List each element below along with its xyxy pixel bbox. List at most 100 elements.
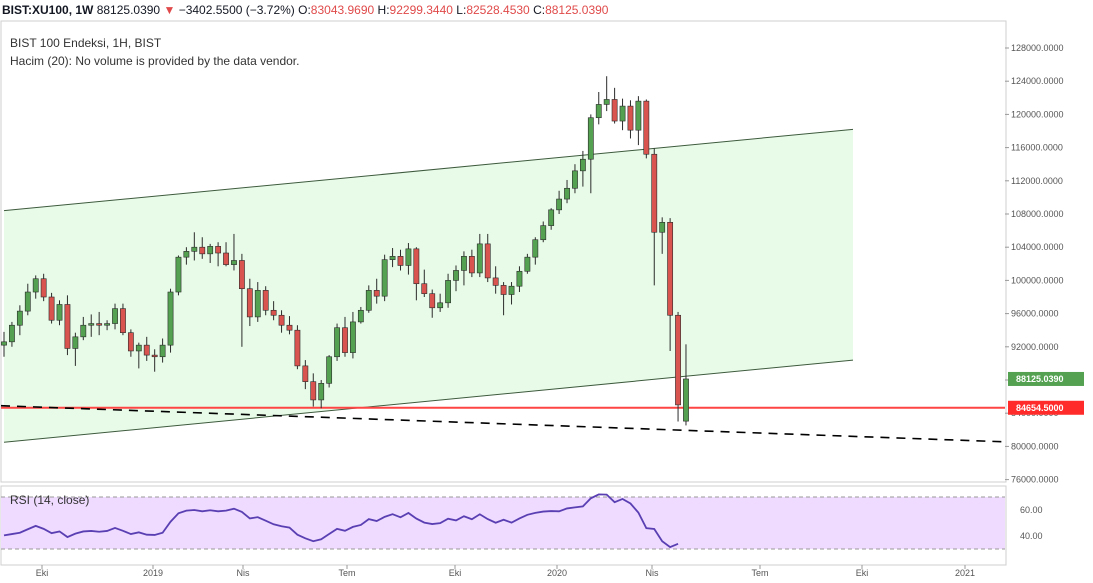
candle-body	[572, 170, 578, 189]
price-tick-label: 128000.0000	[1011, 43, 1064, 53]
candle-body	[135, 344, 142, 352]
candle-body	[294, 329, 301, 367]
candle-body	[635, 100, 642, 131]
candle-body	[421, 283, 428, 294]
candle-body	[461, 256, 467, 271]
candle-body	[357, 309, 364, 323]
candle-body	[104, 323, 110, 326]
price-pane[interactable]	[0, 20, 1007, 483]
price-axis[interactable]: 128000.0000 124000.0000 120000.0000 116000.…	[1005, 43, 1084, 485]
low-label: L:	[456, 3, 467, 17]
candle-body	[40, 278, 47, 298]
candle-body	[643, 100, 650, 155]
rsi-tick-label: 40.00	[1020, 531, 1043, 541]
last-price-tag-text: 88125.0390	[1016, 374, 1064, 384]
candle-body	[342, 327, 348, 353]
rsi-axis[interactable]: 60.00 40.00	[1020, 505, 1043, 541]
candle-body	[683, 378, 689, 422]
high-label: H:	[377, 3, 390, 17]
candle-body	[270, 309, 277, 316]
candle-body	[16, 310, 23, 326]
dashed-trendline	[0, 404, 1006, 443]
candle-body	[143, 344, 150, 356]
candle-body	[56, 304, 63, 321]
candle-body	[548, 209, 555, 226]
candle-body	[318, 383, 325, 401]
candle-body	[191, 246, 198, 252]
candle-body	[32, 278, 39, 293]
candle-body	[667, 222, 674, 316]
candles-group	[1, 76, 689, 426]
candle-body	[516, 270, 523, 287]
candle-body	[429, 293, 436, 309]
candle-body	[595, 104, 602, 119]
candle-body	[9, 324, 15, 343]
time-axis[interactable]: Eki 2019 Nis Tem Eki 2020 Nis Tem Eki 2021	[36, 565, 975, 578]
candle-body	[500, 285, 507, 295]
price-tick-label: 104000.0000	[1011, 242, 1064, 252]
candle-body	[207, 246, 214, 255]
candle-body	[445, 280, 451, 304]
candle-body	[437, 302, 444, 309]
rsi-tick-label: 60.00	[1020, 505, 1043, 515]
rsi-line	[3, 493, 679, 549]
price-tick-label: 108000.0000	[1011, 209, 1064, 219]
candle-body	[326, 356, 333, 384]
candle-body	[524, 256, 531, 272]
last-price: 88125.0390	[96, 3, 161, 17]
candle-body	[223, 252, 229, 265]
price-change: −3402.5500 (−3.72%)	[178, 3, 295, 17]
candle-body	[24, 291, 31, 312]
price-tick-label: 76000.0000	[1011, 475, 1059, 485]
price-tick-label: 96000.0000	[1011, 309, 1059, 319]
candle-body	[508, 285, 515, 295]
time-tick-label: Nis	[646, 568, 659, 578]
candle-body	[254, 290, 261, 318]
candle-body	[286, 324, 293, 331]
price-tick-label: 92000.0000	[1011, 342, 1059, 352]
time-tick-label: 2019	[143, 568, 163, 578]
candle-body	[579, 158, 586, 172]
candle-body	[231, 260, 237, 265]
candle-body	[246, 288, 253, 318]
rsi-legend: RSI (14, close)	[10, 493, 89, 507]
candle-body	[80, 324, 87, 338]
chart-legend-title: BIST 100 Endeksi, 1H, BIST	[10, 36, 162, 50]
open-value: 83043.9690	[310, 3, 375, 17]
candle-body	[611, 99, 618, 122]
time-tick-label: Tem	[751, 568, 768, 578]
candle-body	[127, 332, 134, 352]
price-tick-label: 120000.0000	[1011, 109, 1064, 119]
close-value: 88125.0390	[545, 3, 609, 17]
channel-group	[0, 128, 1006, 443]
price-tick-label: 124000.0000	[1011, 76, 1064, 86]
candle-body	[1, 341, 7, 346]
candle-body	[492, 277, 499, 286]
time-tick-label: Tem	[338, 568, 355, 578]
candle-body	[468, 256, 475, 274]
chart-canvas[interactable]: 128000.0000 124000.0000 120000.0000 116000.…	[0, 20, 1093, 583]
support-price-tag-text: 84654.5000	[1016, 403, 1064, 413]
open-label: O:	[298, 3, 311, 17]
time-tick-label: Nis	[237, 568, 250, 578]
candle-body	[120, 308, 126, 333]
candle-body	[603, 99, 610, 105]
time-tick-label: 2021	[955, 568, 975, 578]
low-value: 82528.4530	[466, 3, 530, 17]
candle-body	[627, 105, 634, 131]
price-tick-label: 80000.0000	[1011, 441, 1059, 451]
candle-body	[405, 248, 412, 266]
channel-fill	[4, 129, 853, 443]
candle-body	[310, 381, 317, 401]
candle-body	[453, 270, 459, 281]
upper-channel-line	[3, 128, 854, 212]
down-arrow-icon: ▼	[163, 3, 176, 17]
rsi-group	[1, 493, 1005, 550]
candle-body	[302, 365, 309, 382]
time-tick-label: 2020	[547, 568, 567, 578]
time-tick-label: Eki	[449, 568, 462, 578]
candle-body	[167, 291, 174, 346]
candle-body	[350, 321, 356, 353]
close-label: C:	[533, 3, 546, 17]
candle-body	[484, 243, 491, 279]
